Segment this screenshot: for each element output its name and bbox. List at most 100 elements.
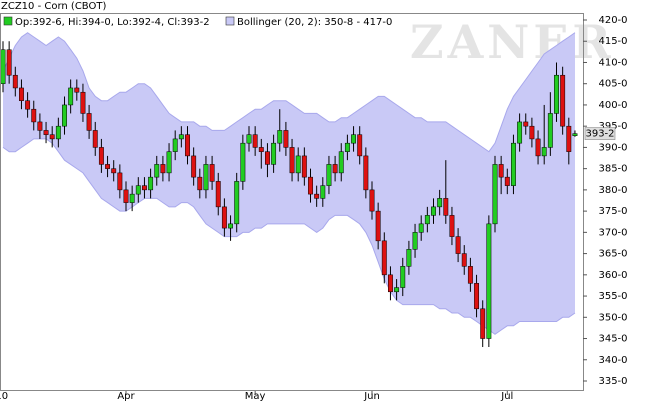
candle-body: [480, 308, 486, 339]
last-price-box: [584, 127, 616, 140]
x-tick-label: Jul: [500, 391, 513, 402]
candle-body: [209, 164, 215, 182]
candle-body: [381, 240, 387, 276]
candle-body: [228, 223, 234, 229]
candle-body: [62, 104, 67, 127]
y-tick-label: 365-0: [598, 249, 627, 260]
candle-body: [437, 198, 443, 208]
candle-body: [166, 151, 172, 174]
candle-body: [19, 87, 24, 101]
x-tick-label: Apr: [117, 391, 135, 402]
candle-body: [320, 185, 326, 199]
candle-body: [467, 266, 473, 284]
candle-body: [203, 164, 209, 191]
candle-body: [541, 147, 547, 157]
candle-body: [560, 74, 566, 127]
y-tick-label: 350-0: [598, 312, 627, 323]
y-tick-label: 420-0: [598, 15, 627, 26]
candle-body: [369, 189, 375, 212]
candle-body: [486, 223, 492, 339]
candle-body: [443, 198, 449, 216]
legend-swatch: [225, 16, 235, 26]
candle-body: [111, 168, 117, 174]
candle-body: [351, 134, 357, 144]
candle-body: [418, 223, 424, 233]
candle-body: [37, 121, 43, 131]
candle-body: [31, 108, 37, 123]
y-tick-label: 400-0: [598, 100, 627, 111]
candle-body: [12, 74, 18, 89]
legend-swatch: [3, 16, 13, 26]
candle-body: [492, 164, 498, 225]
candle-body: [314, 193, 320, 199]
candle-body: [240, 142, 246, 182]
candle-body: [80, 91, 86, 114]
candle-body: [172, 138, 178, 152]
bollinger-band: [3, 32, 575, 335]
candle-body: [504, 176, 510, 186]
candle-body: [449, 215, 455, 237]
candle-body: [86, 113, 92, 131]
candle-body: [154, 164, 160, 178]
candle-body: [400, 266, 406, 288]
chart-title: ZCZ10 - Corn (CBOT): [1, 1, 106, 12]
candle-body: [498, 164, 504, 178]
candle-body: [566, 125, 572, 152]
candle-body: [517, 121, 523, 144]
y-tick-label: 410-0: [598, 57, 627, 68]
y-tick-label: 340-0: [598, 355, 627, 366]
candle-body: [25, 100, 31, 110]
candle-body: [332, 164, 338, 174]
candle-body: [289, 147, 295, 174]
candle-body: [523, 121, 529, 127]
candle-body: [178, 134, 184, 140]
candle-body: [98, 147, 104, 165]
candle-body: [301, 155, 307, 178]
x-tick-label: Jun: [363, 391, 380, 402]
candle-body: [160, 164, 166, 174]
candle-body: [388, 274, 393, 293]
y-tick-label: 335-0: [598, 376, 627, 387]
y-tick-label: 375-0: [598, 206, 627, 217]
legend-price: Op:392-6, Hi:394-0, Lo:392-4, Cl:393-2: [15, 17, 210, 28]
candle-body: [461, 253, 467, 267]
candle-body: [344, 142, 350, 152]
candle-body: [246, 134, 252, 144]
y-tick-label: 395-0: [598, 121, 627, 132]
candle-body: [455, 236, 461, 254]
candle-body: [271, 142, 277, 165]
candle-body: [394, 287, 400, 293]
legend-bollinger: Bollinger (20, 2): 350-8 - 417-0: [237, 17, 392, 28]
plot-frame: [0, 13, 584, 391]
candle-body: [412, 232, 418, 250]
candle-body: [308, 176, 313, 195]
candle-body: [215, 181, 221, 208]
y-tick-label: 405-0: [598, 79, 627, 90]
watermark: ZANER: [410, 15, 615, 69]
candle-body: [572, 133, 578, 136]
candle-body: [424, 215, 430, 225]
candle-body: [535, 138, 541, 157]
candle-body: [474, 283, 480, 310]
candle-body: [326, 164, 332, 186]
candle-body: [129, 193, 135, 203]
candle-body: [148, 176, 154, 191]
candle-body: [406, 249, 412, 267]
candle-body: [135, 185, 141, 195]
candle-body: [117, 172, 123, 191]
candle-body: [295, 155, 301, 174]
candle-body: [185, 134, 190, 157]
candle-body: [197, 176, 203, 191]
candle-body: [92, 130, 98, 148]
candle-body: [221, 206, 227, 229]
bollinger-lower: [2, 138, 576, 335]
candle-body: [105, 164, 110, 169]
y-tick-label: 370-0: [598, 227, 627, 238]
candle-body: [258, 147, 264, 152]
y-tick-label: 415-0: [598, 36, 627, 47]
x-tick-label: Mar 10: [0, 391, 8, 402]
candle-body: [511, 142, 516, 186]
candle-body: [431, 206, 436, 216]
candle-body: [375, 210, 381, 242]
